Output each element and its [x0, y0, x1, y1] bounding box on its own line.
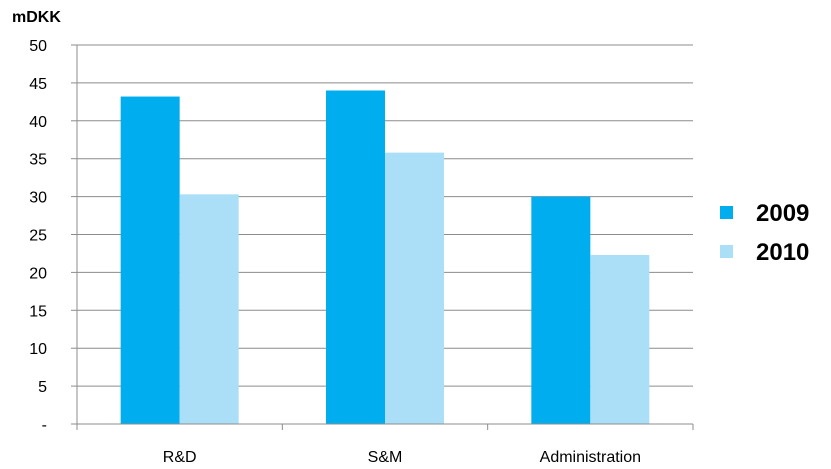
legend-swatch-2010 [720, 245, 733, 258]
y-tick-label: 35 [29, 152, 47, 169]
y-axis-ticks: - 5 10 15 20 25 30 35 40 45 50 [29, 38, 47, 434]
y-tick-label: 25 [29, 228, 47, 245]
legend-swatch-2009 [720, 206, 733, 219]
y-tick-label: 45 [29, 76, 47, 93]
legend-label-2009: 2009 [756, 200, 809, 227]
y-tick-label: 40 [29, 114, 47, 131]
legend-label-2010: 2010 [756, 239, 809, 266]
unit-label: mDKK [12, 9, 61, 26]
bars [120, 90, 650, 425]
y-tick-label: 20 [29, 265, 47, 282]
bar-2010-1 [385, 152, 444, 425]
bar-2009-2 [531, 196, 591, 424]
y-tick-label: - [42, 417, 47, 434]
x-tick-label: S&M [368, 449, 403, 466]
y-tick-label: 15 [29, 303, 47, 320]
axes [71, 44, 694, 430]
y-tick-label: 10 [29, 341, 47, 358]
x-axis-ticks: R&D S&M Administration [163, 449, 641, 466]
bar-2010-2 [590, 254, 650, 424]
bar-2010-0 [179, 194, 239, 424]
x-tick-label: R&D [163, 449, 197, 466]
legend: 2009 2010 [720, 200, 809, 266]
y-tick-label: 5 [38, 379, 47, 396]
y-tick-label: 50 [29, 38, 47, 55]
bar-2009-1 [326, 90, 385, 424]
bar-2009-0 [120, 96, 180, 424]
x-tick-label: Administration [540, 449, 641, 466]
y-tick-label: 30 [29, 190, 47, 207]
